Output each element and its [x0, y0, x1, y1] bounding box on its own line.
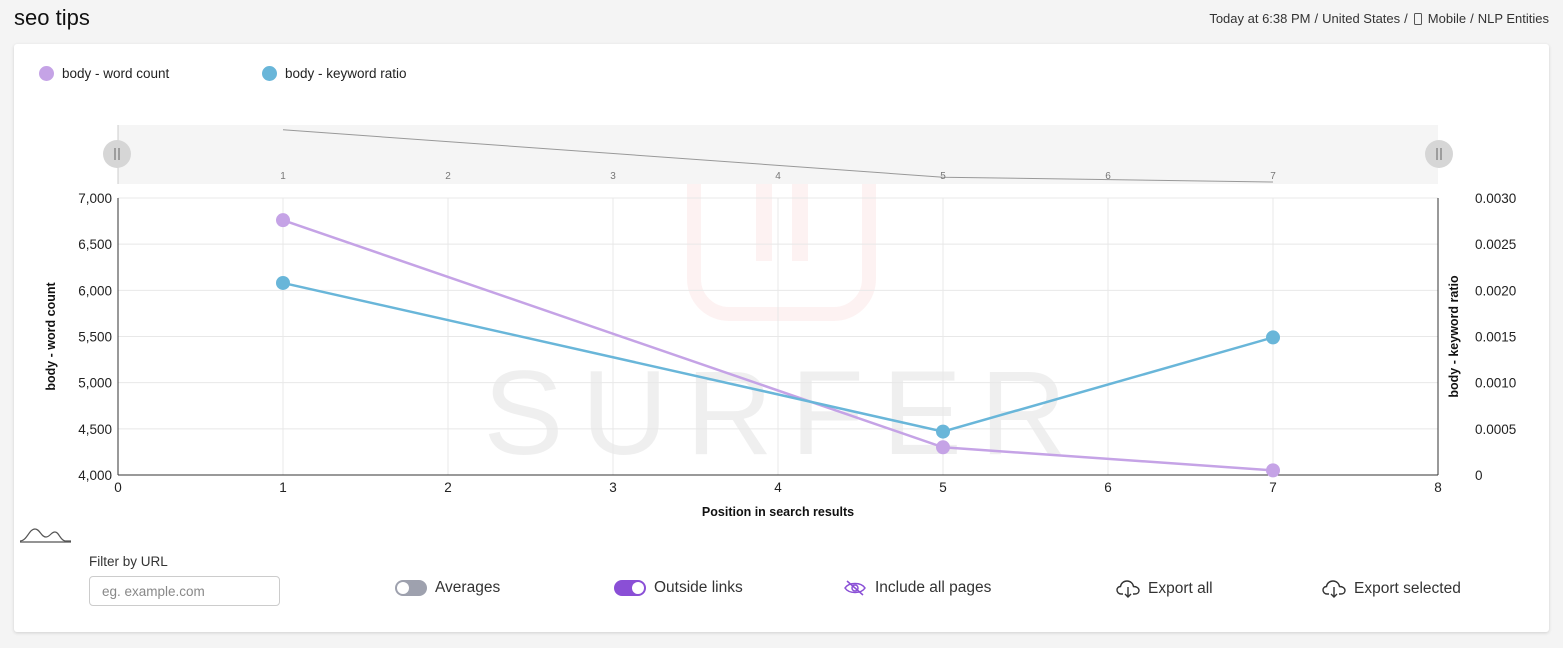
y-right-tick-label: 0.0010 — [1475, 376, 1516, 391]
x-tick-label: 0 — [114, 480, 122, 495]
x-tick-label: 6 — [1104, 480, 1112, 495]
chart-axes: 0 1 2 3 4 5 6 7 8 4,000 4,500 5,000 5,500 6,000 6,500 7… — [78, 191, 1516, 495]
x-tick-label: 3 — [609, 480, 617, 495]
export-selected-button[interactable]: Export selected — [1322, 579, 1461, 599]
navigator-tick-label: 3 — [610, 171, 616, 182]
navigator-handle-right — [1425, 140, 1453, 168]
navigator-tick-label: 2 — [445, 171, 451, 182]
navigator-tick-label: 5 — [940, 171, 946, 182]
averages-toggle[interactable]: Averages — [395, 579, 500, 597]
data-point-body-word-count[interactable] — [1266, 463, 1280, 478]
data-point-body-keyword-ratio[interactable] — [276, 275, 290, 290]
navigator-series-line — [282, 129, 1274, 183]
legend-dot-keyword-ratio — [262, 66, 277, 81]
meta-device: Mobile — [1427, 11, 1467, 26]
data-point-body-keyword-ratio[interactable] — [936, 424, 950, 439]
mobile-phone-icon — [1413, 12, 1422, 25]
y-left-tick-label: 5,500 — [78, 330, 112, 345]
meta-separator: / — [1314, 11, 1319, 26]
meta-time: Today at 6:38 PM — [1209, 11, 1311, 26]
y-left-tick-label: 6,500 — [78, 237, 112, 252]
watermark-text: SURFER — [483, 346, 1084, 480]
meta-separator: / — [1470, 11, 1474, 26]
averages-label: Averages — [435, 579, 501, 596]
chart-series[interactable] — [276, 213, 1280, 478]
y-left-tick-label: 5,000 — [78, 376, 112, 391]
y-left-tick-label: 4,500 — [78, 422, 112, 437]
export-all-button[interactable]: Export all — [1116, 579, 1213, 599]
navigator-tick-label: 1 — [280, 171, 286, 182]
averages-switch[interactable] — [395, 580, 427, 596]
data-point-body-keyword-ratio[interactable] — [1266, 330, 1280, 345]
x-tick-label: 2 — [444, 480, 452, 495]
y-left-tick-label: 7,000 — [78, 191, 112, 206]
meta-location: United States — [1322, 11, 1401, 26]
legend-label: body - word count — [62, 66, 170, 81]
include-all-pages-label: Include all pages — [875, 579, 992, 596]
cloud-download-icon — [1116, 580, 1140, 598]
data-point-body-word-count[interactable] — [936, 440, 950, 455]
cloud-download-icon — [1322, 580, 1346, 598]
density-curve-icon[interactable] — [19, 524, 73, 544]
report-meta: Today at 6:38 PM / United States / Mobil… — [1209, 11, 1549, 26]
y-axis-right-title: body - keyword ratio — [1447, 275, 1461, 398]
filter-label: Filter by URL — [89, 554, 168, 569]
y-right-tick-label: 0 — [1475, 468, 1483, 483]
export-all-label: Export all — [1148, 580, 1213, 597]
y-right-tick-label: 0.0020 — [1475, 283, 1516, 298]
include-all-pages-button[interactable]: Include all pages — [843, 579, 991, 597]
legend-dot-word-count — [39, 66, 54, 81]
page-title: seo tips — [14, 5, 90, 30]
outside-links-toggle[interactable]: Outside links — [614, 579, 743, 597]
meta-separator: / — [1404, 11, 1408, 26]
x-tick-label: 8 — [1434, 480, 1442, 495]
x-axis-title: Position in search results — [702, 505, 854, 519]
navigator-handle-left — [103, 140, 131, 168]
export-selected-label: Export selected — [1354, 580, 1461, 597]
y-right-tick-label: 0.0030 — [1475, 191, 1516, 206]
y-left-tick-label: 4,000 — [78, 468, 112, 483]
watermark: SURFER — [483, 137, 1084, 480]
x-tick-label: 4 — [774, 480, 782, 495]
y-right-tick-label: 0.0005 — [1475, 422, 1516, 437]
line-chart: SURFER 1 2 3 4 5 6 7 0 1 2 3 4 5 6 7 8 4,000 4,500 5,000 5… — [44, 125, 1516, 519]
data-point-body-word-count[interactable] — [276, 213, 290, 228]
x-tick-label: 1 — [279, 480, 287, 495]
meta-section: NLP Entities — [1477, 11, 1549, 26]
y-left-tick-label: 6,000 — [78, 283, 112, 298]
range-navigator[interactable]: 1 2 3 4 5 6 7 — [103, 125, 1453, 184]
chart-card: body - word count body - keyword ratio S… — [14, 44, 1549, 632]
navigator-tick-label: 7 — [1270, 171, 1276, 182]
y-axis-left-title: body - word count — [44, 282, 58, 391]
legend-item-keyword-ratio[interactable]: body - keyword ratio — [262, 66, 407, 81]
legend-label: body - keyword ratio — [285, 66, 407, 81]
x-tick-label: 7 — [1269, 480, 1277, 495]
eye-slash-icon — [844, 580, 866, 596]
x-tick-label: 5 — [939, 480, 947, 495]
y-right-tick-label: 0.0025 — [1475, 237, 1516, 252]
chart-grid — [118, 197, 1438, 475]
outside-links-switch[interactable] — [614, 580, 646, 596]
filter-url-input[interactable] — [89, 576, 280, 606]
navigator-tick-label: 6 — [1105, 171, 1111, 182]
y-right-tick-label: 0.0015 — [1475, 330, 1516, 345]
navigator-background — [118, 125, 1438, 184]
legend-item-word-count[interactable]: body - word count — [39, 66, 169, 81]
navigator-tick-label: 4 — [775, 171, 781, 182]
outside-links-label: Outside links — [654, 579, 743, 596]
